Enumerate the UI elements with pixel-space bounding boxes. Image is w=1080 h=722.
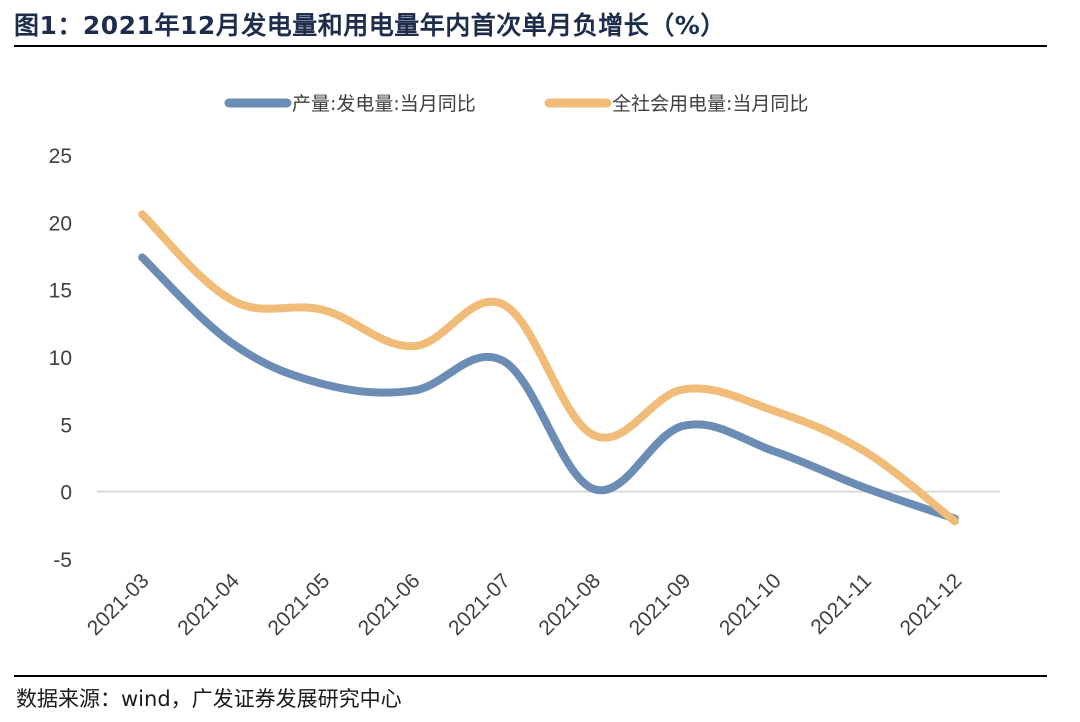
bottom-rule [14, 675, 1047, 677]
y-tick-label: -5 [53, 549, 72, 572]
y-tick-label: 0 [60, 482, 72, 505]
series-lines [138, 210, 959, 526]
y-axis-ticks: 25 20 15 10 5 0 -5 [49, 145, 72, 572]
figure-title: 图1：2021年12月发电量和用电量年内首次单月负增长（%） [14, 11, 726, 40]
x-tick-label: 2021-12 [896, 569, 967, 640]
x-tick-label: 2021-09 [625, 569, 696, 640]
series-line-2 [138, 210, 959, 526]
x-tick-label: 2021-04 [173, 569, 244, 640]
series-line-1 [138, 253, 959, 523]
legend-label-series-1: 产量:发电量:当月同比 [292, 93, 476, 115]
y-tick-label: 20 [49, 212, 72, 235]
x-tick-label: 2021-07 [444, 569, 515, 640]
chart-legend: 产量:发电量:当月同比 全社会用电量:当月同比 [224, 93, 808, 115]
x-tick-label: 2021-05 [264, 569, 335, 640]
x-tick-label: 2021-11 [806, 569, 876, 639]
top-rule [14, 45, 1047, 47]
y-tick-label: 10 [49, 347, 72, 370]
x-tick-label: 2021-03 [83, 569, 154, 640]
x-tick-label: 2021-10 [715, 569, 786, 640]
y-tick-label: 25 [49, 145, 72, 168]
source-note: 数据来源：wind，广发证券发展研究中心 [16, 687, 402, 711]
y-tick-label: 5 [60, 414, 72, 437]
x-tick-label: 2021-08 [534, 569, 605, 640]
x-tick-label: 2021-06 [354, 569, 425, 640]
y-tick-label: 15 [49, 280, 72, 303]
x-axis-ticks: 2021-03 2021-04 2021-05 2021-06 2021-07 2021-… [83, 569, 966, 640]
legend-label-series-2: 全社会用电量:当月同比 [612, 93, 808, 115]
